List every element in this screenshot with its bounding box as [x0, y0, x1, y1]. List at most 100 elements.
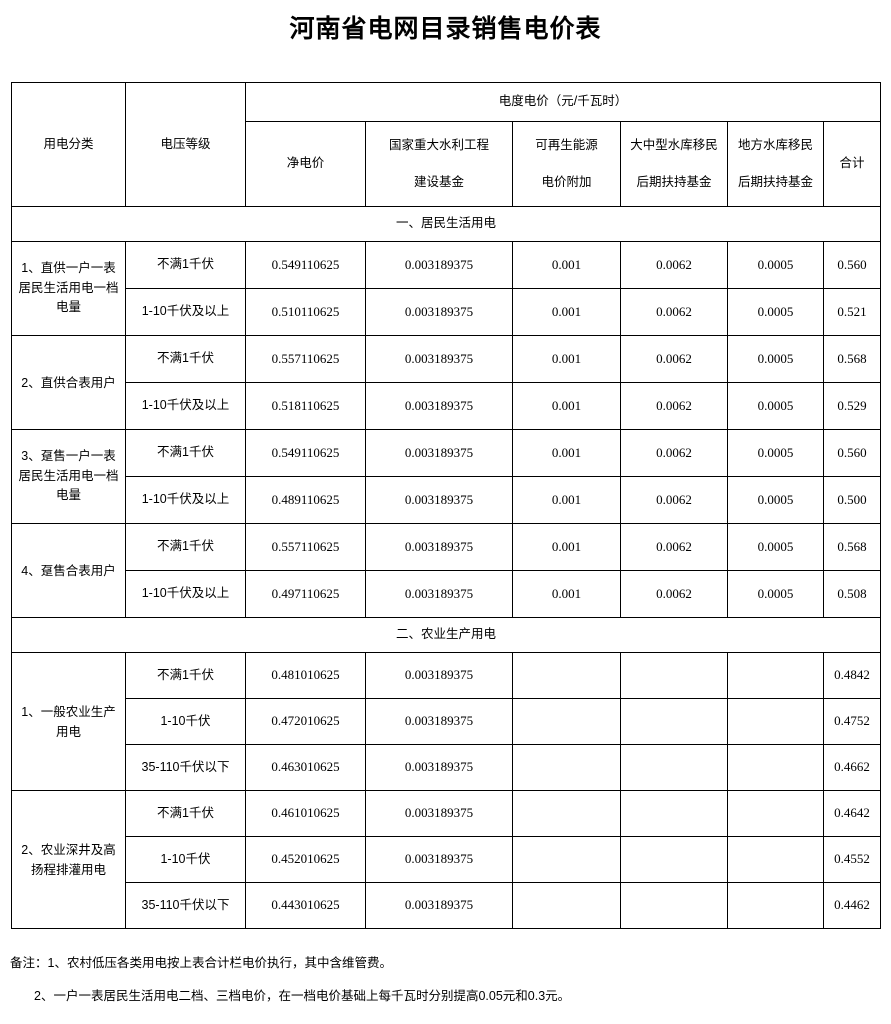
cell-water-fund: 0.003189375: [365, 882, 513, 929]
cell-local-reservoir: 0.0005: [727, 570, 824, 618]
cell-net-price: 0.489110625: [245, 476, 366, 524]
cell-total: 0.568: [822, 523, 882, 571]
cell-net-price: 0.549110625: [245, 429, 366, 477]
table-row: 35-110千伏以下 0.443010625 0.003189375 0.4462: [12, 882, 882, 929]
cell-big-reservoir: 0.0062: [620, 476, 728, 524]
cell-local-reservoir: [727, 790, 824, 837]
category-line: 用电: [55, 724, 81, 739]
cell-total: 0.4552: [822, 836, 882, 883]
cell-big-reservoir: 0.0062: [620, 523, 728, 571]
cell-renewable: [512, 790, 621, 837]
cell-net-price: 0.549110625: [245, 241, 366, 289]
table-row: 1-10千伏 0.452010625 0.003189375 0.4552: [12, 836, 882, 883]
cell-big-reservoir: [620, 652, 728, 699]
category-line: 3、趸售一户一表: [21, 449, 116, 464]
cell-local-reservoir: 0.0005: [727, 382, 824, 430]
cell-water-fund: 0.003189375: [365, 335, 513, 383]
cell-net-price: 0.510110625: [245, 288, 366, 336]
cell-voltage: 不满1千伏: [125, 241, 246, 289]
cell-voltage: 不满1千伏: [125, 790, 246, 837]
category-line: 1、一般农业生产: [21, 704, 116, 719]
header-row-sub: 净电价 国家重大水利工程 建设基金 可再生能源 电价附加 大中型水库移民 后期扶…: [12, 121, 882, 207]
cell-net-price: 0.557110625: [245, 335, 366, 383]
cell-net-price: 0.518110625: [245, 382, 366, 430]
cell-big-reservoir: 0.0062: [620, 570, 728, 618]
cell-big-reservoir: [620, 836, 728, 883]
table-row: 1-10千伏及以上 0.518110625 0.003189375 0.001 0.00…: [12, 382, 882, 430]
cell-total: 0.508: [822, 570, 882, 618]
electricity-price-table: 用电分类 电压等级 电度电价（元/千瓦时） 净电价 国家重大水利工程 建设基金 …: [10, 82, 882, 929]
cell-voltage: 不满1千伏: [125, 335, 246, 383]
cell-big-reservoir: 0.0062: [620, 429, 728, 477]
category-line: 扬程排灌用电: [30, 862, 106, 877]
cell-renewable: 0.001: [512, 288, 621, 336]
cell-renewable: 0.001: [512, 241, 621, 289]
cell-category: 2、农业深井及高 扬程排灌用电: [11, 790, 126, 929]
cell-renewable: [512, 882, 621, 929]
cell-local-reservoir: 0.0005: [727, 476, 824, 524]
cell-water-fund: 0.003189375: [365, 429, 513, 477]
cell-local-reservoir: 0.0005: [727, 241, 824, 289]
cell-voltage: 1-10千伏及以上: [125, 476, 246, 524]
cell-renewable: 0.001: [512, 523, 621, 571]
cell-big-reservoir: 0.0062: [620, 288, 728, 336]
cell-total: 0.4842: [822, 652, 882, 699]
cell-total: 0.529: [822, 382, 882, 430]
table-row: 2、农业深井及高 扬程排灌用电 不满1千伏 0.461010625 0.00318937…: [11, 790, 882, 929]
cell-big-reservoir: 0.0062: [620, 241, 728, 289]
cell-total: 0.560: [822, 241, 882, 289]
cell-total: 0.500: [822, 476, 882, 524]
cell-local-reservoir: [727, 652, 824, 699]
cell-big-reservoir: [620, 744, 728, 791]
category-line: 4、趸售合表用户: [21, 563, 116, 578]
table-row: 1-10千伏及以上 0.489110625 0.003189375 0.001 0.00…: [12, 476, 882, 524]
cell-net-price: 0.443010625: [245, 882, 366, 929]
cell-voltage: 不满1千伏: [125, 523, 246, 571]
cell-local-reservoir: 0.0005: [727, 523, 824, 571]
header-group-energy-price: 电度电价（元/千瓦时）: [244, 82, 882, 122]
cell-renewable: 0.001: [512, 335, 621, 383]
cell-voltage: 不满1千伏: [125, 429, 246, 477]
cell-big-reservoir: 0.0062: [620, 382, 728, 430]
category-line: 电量: [55, 300, 81, 315]
category-line: 居民生活用电一档: [18, 468, 119, 483]
cell-local-reservoir: 0.0005: [727, 429, 824, 477]
section-heading: 一、居民生活用电: [10, 206, 882, 242]
cell-voltage: 1-10千伏及以上: [125, 382, 246, 430]
header-renewable-surcharge: 可再生能源 电价附加: [512, 121, 621, 207]
table-body: 一、居民生活用电 1、直供一户一表 居民生活用电一档 电量 不满1千伏 0.5491106…: [10, 206, 882, 929]
table-row: 1-10千伏及以上 0.497110625 0.003189375 0.001 0.00…: [12, 570, 882, 618]
cell-net-price: 0.463010625: [245, 744, 366, 791]
category-line: 2、直供合表用户: [21, 375, 116, 390]
cell-renewable: 0.001: [512, 476, 621, 524]
cell-local-reservoir: [727, 698, 824, 745]
cell-voltage: 35-110千伏以下: [125, 744, 246, 791]
cell-renewable: [512, 652, 621, 699]
cell-water-fund: 0.003189375: [365, 652, 513, 699]
header-local-reservoir-fund: 地方水库移民 后期扶持基金: [727, 121, 824, 207]
header-voltage: 电压等级: [125, 82, 246, 207]
cell-total: 0.4752: [822, 698, 882, 745]
header-big-reservoir-fund: 大中型水库移民 后期扶持基金: [620, 121, 728, 207]
cell-category: 1、直供一户一表 居民生活用电一档 电量: [11, 241, 126, 336]
cell-renewable: 0.001: [512, 382, 621, 430]
table-row: 3、趸售一户一表 居民生活用电一档 电量 不满1千伏 0.549110625 0.0031…: [11, 429, 882, 524]
cell-water-fund: 0.003189375: [365, 836, 513, 883]
cell-big-reservoir: [620, 790, 728, 837]
table-row: 1-10千伏及以上 0.510110625 0.003189375 0.001 0.00…: [12, 288, 882, 336]
cell-total: 0.4462: [822, 882, 882, 929]
category-line: 电量: [55, 488, 81, 503]
section-heading-row: 一、居民生活用电: [10, 206, 882, 242]
table-row: 1-10千伏 0.472010625 0.003189375 0.4752: [12, 698, 882, 745]
cell-water-fund: 0.003189375: [365, 698, 513, 745]
cell-water-fund: 0.003189375: [365, 744, 513, 791]
cell-category: 4、趸售合表用户: [11, 523, 126, 618]
cell-category: 1、一般农业生产 用电: [11, 652, 126, 791]
category-line: 1、直供一户一表: [21, 261, 116, 276]
cell-category: 2、直供合表用户: [11, 335, 126, 430]
header-net-price: 净电价: [245, 121, 366, 207]
cell-voltage: 1-10千伏及以上: [125, 288, 246, 336]
cell-local-reservoir: [727, 882, 824, 929]
cell-renewable: [512, 744, 621, 791]
